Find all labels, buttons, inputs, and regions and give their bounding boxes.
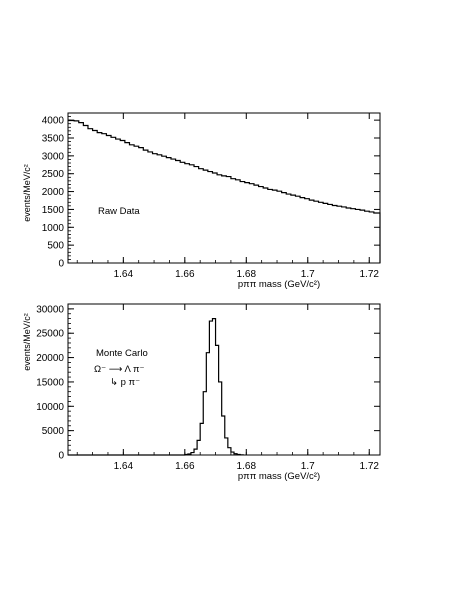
histogram-series <box>68 119 381 263</box>
y-tick-label: 1500 <box>42 205 65 216</box>
y-tick-label: 3500 <box>42 134 65 145</box>
y-tick-label: 15000 <box>36 377 64 388</box>
x-tick-label: 1.72 <box>360 461 380 472</box>
x-tick-label: 1.72 <box>360 269 380 280</box>
y-axis-label: events/MeV/c² <box>22 164 32 222</box>
y-tick-label: 25000 <box>36 329 64 340</box>
x-axis-label: pππ mass (GeV/c²) <box>238 279 320 290</box>
y-tick-label: 3000 <box>42 151 65 162</box>
x-tick-label: 1.68 <box>237 461 257 472</box>
decay-chain-line1: Ω⁻ ⟶ Λ π⁻ <box>94 364 145 375</box>
annotation-label: Raw Data <box>98 206 140 217</box>
y-tick-label: 0 <box>58 259 64 270</box>
y-axis-label: events/MeV/c² <box>22 313 32 371</box>
x-tick-label: 1.66 <box>175 461 195 472</box>
y-tick-label: 30000 <box>36 304 64 315</box>
decay-chain-line2: ↳ p π⁻ <box>110 377 140 388</box>
x-axis-label: pππ mass (GeV/c²) <box>238 471 320 482</box>
x-tick-label: 1.64 <box>114 461 134 472</box>
x-tick-label: 1.66 <box>175 269 195 280</box>
x-tick-label: 1.64 <box>114 269 134 280</box>
y-tick-label: 2000 <box>42 187 65 198</box>
y-tick-label: 2500 <box>42 169 65 180</box>
plot-frame <box>67 303 381 456</box>
annotation-label: Monte Carlo <box>96 348 148 359</box>
y-tick-label: 5000 <box>42 426 65 437</box>
y-tick-label: 4000 <box>42 116 65 127</box>
y-tick-label: 20000 <box>36 353 64 364</box>
histogram-series <box>68 318 244 456</box>
y-tick-label: 1000 <box>42 223 65 234</box>
x-tick-label: 1.68 <box>237 269 257 280</box>
plot-frame <box>67 112 381 264</box>
y-tick-label: 500 <box>47 241 64 252</box>
y-tick-label: 10000 <box>36 402 64 413</box>
y-tick-label: 0 <box>58 451 64 462</box>
x-tick-label: 1.7 <box>301 461 315 472</box>
x-tick-label: 1.7 <box>301 269 315 280</box>
